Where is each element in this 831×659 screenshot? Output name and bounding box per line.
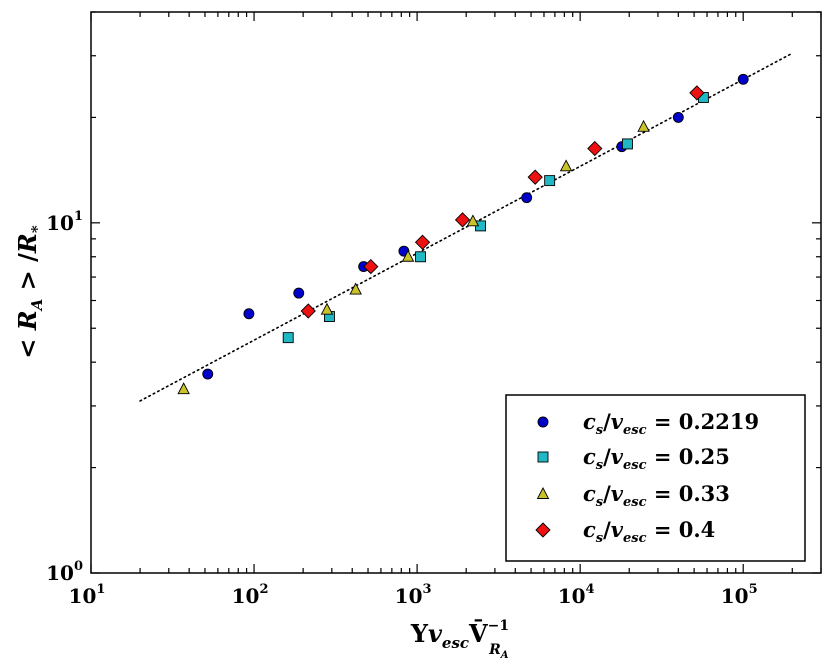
legend-marker-triangle (536, 487, 550, 499)
data-point-diamond (300, 303, 316, 319)
legend-label-0: cs/vesc = 0.2219 (583, 409, 759, 438)
data-point-diamond (527, 169, 543, 185)
data-point-circle (672, 111, 684, 123)
legend-label-2: cs/vesc = 0.33 (583, 481, 730, 510)
plot-frame (90, 11, 822, 574)
x-tick-label-0: 101 (69, 582, 106, 608)
legend: cs/vesc = 0.2219 cs/vesc = 0.25 cs/vesc … (505, 394, 806, 562)
data-point-square (621, 138, 633, 150)
data-point-triangle (559, 159, 573, 172)
data-point-triangle (320, 302, 334, 315)
data-point-square (415, 251, 427, 263)
legend-marker-diamond (535, 522, 551, 538)
fit-line (139, 52, 794, 402)
data-point-circle (243, 308, 255, 320)
x-tick-label-1: 102 (232, 582, 269, 608)
data-point-triangle (637, 119, 650, 132)
data-point-triangle (401, 249, 415, 262)
x-axis-label: ΥvescV̄−1 RA (410, 618, 509, 659)
legend-label-1: cs/vesc = 0.25 (583, 444, 730, 473)
data-point-circle (202, 368, 214, 380)
data-point-circle (521, 192, 533, 204)
data-markers (177, 73, 749, 395)
legend-marker-square (537, 451, 549, 463)
fit-line-layer (139, 52, 794, 402)
data-point-circle (293, 287, 305, 299)
y-tick-label-0: 100 (46, 559, 83, 585)
data-point-diamond (363, 258, 379, 275)
x-tick-label-4: 105 (721, 582, 758, 608)
data-point-square (544, 175, 556, 187)
x-tick-label-3: 104 (558, 582, 595, 608)
data-point-triangle (177, 382, 190, 395)
legend-label-3: cs/vesc = 0.4 (583, 517, 715, 546)
data-point-square (282, 332, 294, 344)
data-point-triangle (349, 282, 362, 295)
data-point-diamond (689, 85, 705, 101)
data-point-triangle (466, 214, 480, 227)
data-point-circle (737, 73, 749, 85)
data-point-diamond (587, 140, 603, 157)
x-tick-label-2: 103 (395, 582, 432, 608)
data-point-diamond (414, 234, 431, 250)
data-point-diamond (454, 212, 471, 228)
legend-box (505, 394, 806, 562)
legend-markers (535, 416, 551, 538)
y-axis-label: < RA > /R* (13, 225, 46, 359)
y-tick-label-1: 101 (46, 209, 83, 235)
legend-marker-circle (537, 416, 549, 428)
